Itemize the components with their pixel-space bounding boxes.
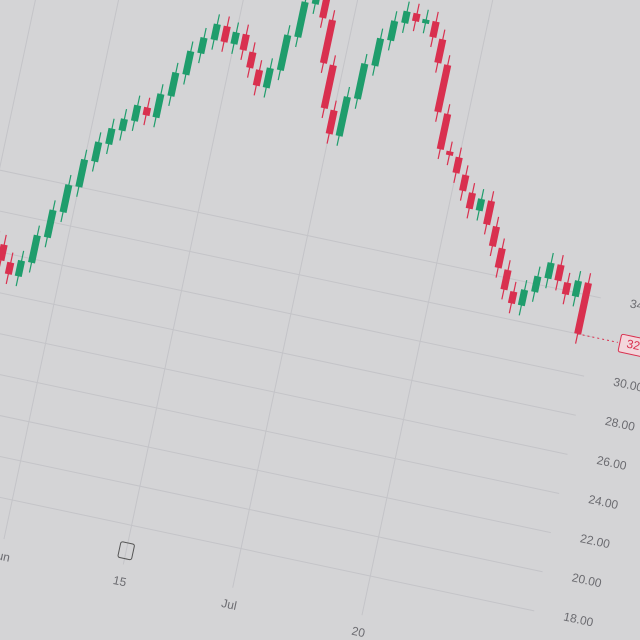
candle-body <box>262 67 274 89</box>
candle-body <box>239 33 250 51</box>
candle-body <box>246 51 257 69</box>
y-tick-label: 24.00 <box>587 492 620 512</box>
candle-body <box>91 141 103 163</box>
candle-body <box>434 38 447 64</box>
candle-body <box>554 264 565 282</box>
candle-body <box>574 282 592 335</box>
candle-body <box>14 259 26 278</box>
candle-body <box>311 0 322 5</box>
grid-line <box>3 0 171 540</box>
candle-body <box>429 20 440 39</box>
candle-body <box>182 50 195 76</box>
candle-body <box>335 96 351 137</box>
candle-body <box>494 247 506 269</box>
candle-body <box>75 158 89 188</box>
x-tick-label: 20 <box>350 624 366 640</box>
candle-body <box>371 37 385 67</box>
grid-line <box>0 328 560 495</box>
candle-body <box>43 209 57 239</box>
candle-body <box>105 127 116 145</box>
candle-body <box>475 198 486 212</box>
candle-body <box>167 71 180 97</box>
candle-body <box>210 23 221 41</box>
candle-body <box>320 64 337 109</box>
candle-body <box>434 64 452 113</box>
y-tick-label: 26.00 <box>596 453 629 473</box>
candle-body <box>4 261 15 275</box>
grid-line <box>0 211 585 377</box>
y-tick-label: 20.00 <box>571 570 604 590</box>
candle-body <box>197 36 208 55</box>
grid-line <box>0 446 535 612</box>
candle-wick <box>312 0 322 14</box>
candle-body <box>319 0 332 19</box>
candle-body <box>465 192 476 210</box>
grid-line <box>0 367 551 534</box>
grid-line <box>0 407 543 573</box>
y-tick-label: 30.00 <box>612 375 640 395</box>
candle-body <box>459 174 470 192</box>
candle-body <box>507 290 518 305</box>
x-tick-label: Jul <box>220 596 238 613</box>
x-tick-label: Jun <box>0 547 11 565</box>
candle-body <box>353 62 369 100</box>
y-tick-label: 18.00 <box>562 609 595 629</box>
candle-body <box>220 25 231 43</box>
candle-body <box>544 262 555 280</box>
candle-body <box>561 281 572 296</box>
candle-body <box>252 69 264 87</box>
grid-line <box>232 0 400 588</box>
candle-body <box>118 118 128 132</box>
candle-body <box>387 20 399 42</box>
candle-body <box>276 34 292 72</box>
candle-body <box>401 10 411 24</box>
candle-body <box>488 225 500 247</box>
grid-line <box>0 250 576 416</box>
candle-body <box>130 104 142 122</box>
y-tick-label: 28.00 <box>604 414 637 434</box>
candle-body <box>452 156 463 174</box>
candle-body <box>152 93 165 119</box>
candle-body <box>142 106 152 117</box>
grid-line <box>122 0 291 565</box>
event-marker <box>117 541 135 561</box>
last-price-line <box>577 333 618 343</box>
candle-body <box>294 1 309 38</box>
candle-body <box>59 184 73 213</box>
candle-body <box>571 280 583 298</box>
candle-body <box>411 12 421 23</box>
candle-body <box>319 19 337 64</box>
candle-body <box>325 109 338 135</box>
grid-line <box>0 133 601 299</box>
grid-line <box>361 0 529 616</box>
candle-body <box>230 31 240 45</box>
candle-body <box>500 269 512 291</box>
candle-body <box>531 275 542 293</box>
x-tick-label: 15 <box>112 573 128 590</box>
grid-line <box>0 172 593 338</box>
candle-body <box>28 234 41 264</box>
candle-body <box>436 113 452 151</box>
grid-line <box>0 0 92 523</box>
candle-body <box>483 200 496 226</box>
candle-body <box>421 18 430 25</box>
candle-body <box>445 150 454 157</box>
candle-body <box>517 289 529 307</box>
candle-body <box>0 243 8 262</box>
y-tick-label: 34.00 <box>629 296 640 316</box>
grid-line <box>0 289 568 455</box>
y-tick-label: 22.00 <box>579 531 612 551</box>
last-price-box <box>617 333 640 361</box>
